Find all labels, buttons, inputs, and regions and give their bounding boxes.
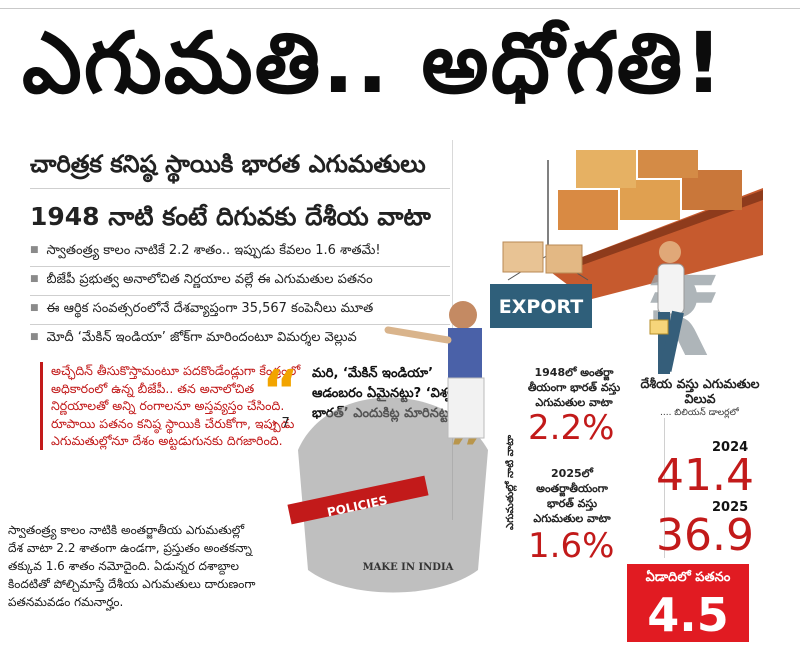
lead-paragraph: అచ్ఛేదిన్ తీసుకొస్తామంటూ పదకొండేండ్లుగా … [40, 362, 301, 450]
decline-value: 4.5 [647, 588, 729, 642]
trade-illustration: EXPORT ₹ POLICIES MAKE IN INDIA [287, 150, 763, 593]
container [638, 150, 698, 178]
share-2025-label: 2025లో అంతర్జాతీయంగా భారత్ వస్తు ఎగుమతుల… [533, 467, 611, 525]
page-number: 7 [281, 416, 290, 431]
carton [502, 241, 544, 273]
share-1948-value: 2.2% [528, 408, 615, 448]
year-label: 2024 [712, 440, 749, 455]
man-leg [659, 310, 684, 372]
bullet-item: మోదీ ‘మేకిన్ ఇండియా’ జోక్‌గా మారిందంటూ వ… [30, 330, 357, 348]
value-2024: 41.4 [656, 450, 754, 501]
rider-jacket [448, 328, 482, 380]
bullet-item: ఈ ఆర్థిక సంవత్సరంలోనే దేశవ్యాప్తంగా 35,5… [30, 301, 374, 319]
top-rule [0, 0, 800, 9]
rider-arm [384, 326, 452, 344]
decline-box: ఏడాదిలో పతనం 4.5 [627, 564, 749, 642]
export-sign-text: EXPORT [499, 296, 583, 318]
vertical-label: ఎగుమతుల్లో నాటి వాటా [505, 435, 516, 530]
man-shirt [657, 263, 685, 315]
container [576, 150, 636, 188]
lion-text: MAKE IN INDIA [363, 562, 454, 573]
headline: ఎగుమతి.. అధోగతి! [22, 14, 725, 112]
policies-ribbon [287, 475, 429, 525]
divider [30, 266, 450, 267]
subheading-1: చారిత్రక కనిష్ఠ స్థాయికి భారత ఎగుమతులు [30, 150, 426, 178]
quote-open-icon: “ [262, 359, 299, 424]
divider [30, 295, 450, 296]
domestic-unit: .... బిలియన్ డాలర్లలో [660, 408, 739, 418]
bullet-item: బీజేపీ ప్రభుత్వ అనాలోచిత నిర్ణయాల వల్లే … [30, 272, 373, 290]
body-paragraph: స్వాతంత్ర్య కాలం నాటికి అంతర్జాతీయ ఎగుమత… [8, 523, 256, 609]
subheading-2: 1948 నాటి కంటే దిగువకు దేశీయ వాటా [30, 202, 431, 231]
ship-stripe [558, 190, 763, 272]
rider-legs [447, 377, 485, 439]
year-label: 2025 [712, 500, 749, 515]
bullet-item: స్వాతంత్ర్య కాలం నాటికే 2.2 శాతం.. ఇప్పు… [30, 243, 381, 261]
domestic-title: దేశీయ వస్తు ఎగుమతుల విలువ [640, 376, 760, 406]
arrow-icon: › [272, 416, 278, 431]
divider [30, 188, 450, 189]
value-2025: 36.9 [656, 510, 754, 561]
share-1948-label: 1948లో అంతర్జా తీయంగా భారత్ వస్తు ఎగుమతు… [527, 366, 621, 409]
container [558, 190, 618, 230]
man-head [659, 241, 681, 263]
divider [30, 324, 450, 325]
export-sign [490, 284, 592, 328]
carton [545, 244, 583, 274]
share-2025-value: 1.6% [528, 526, 615, 566]
decline-label: ఏడాదిలో పతనం [645, 570, 731, 585]
clipboard [649, 319, 669, 335]
rider-head [449, 301, 477, 329]
page-reference: › 7 [272, 416, 290, 431]
column-divider [664, 418, 665, 558]
